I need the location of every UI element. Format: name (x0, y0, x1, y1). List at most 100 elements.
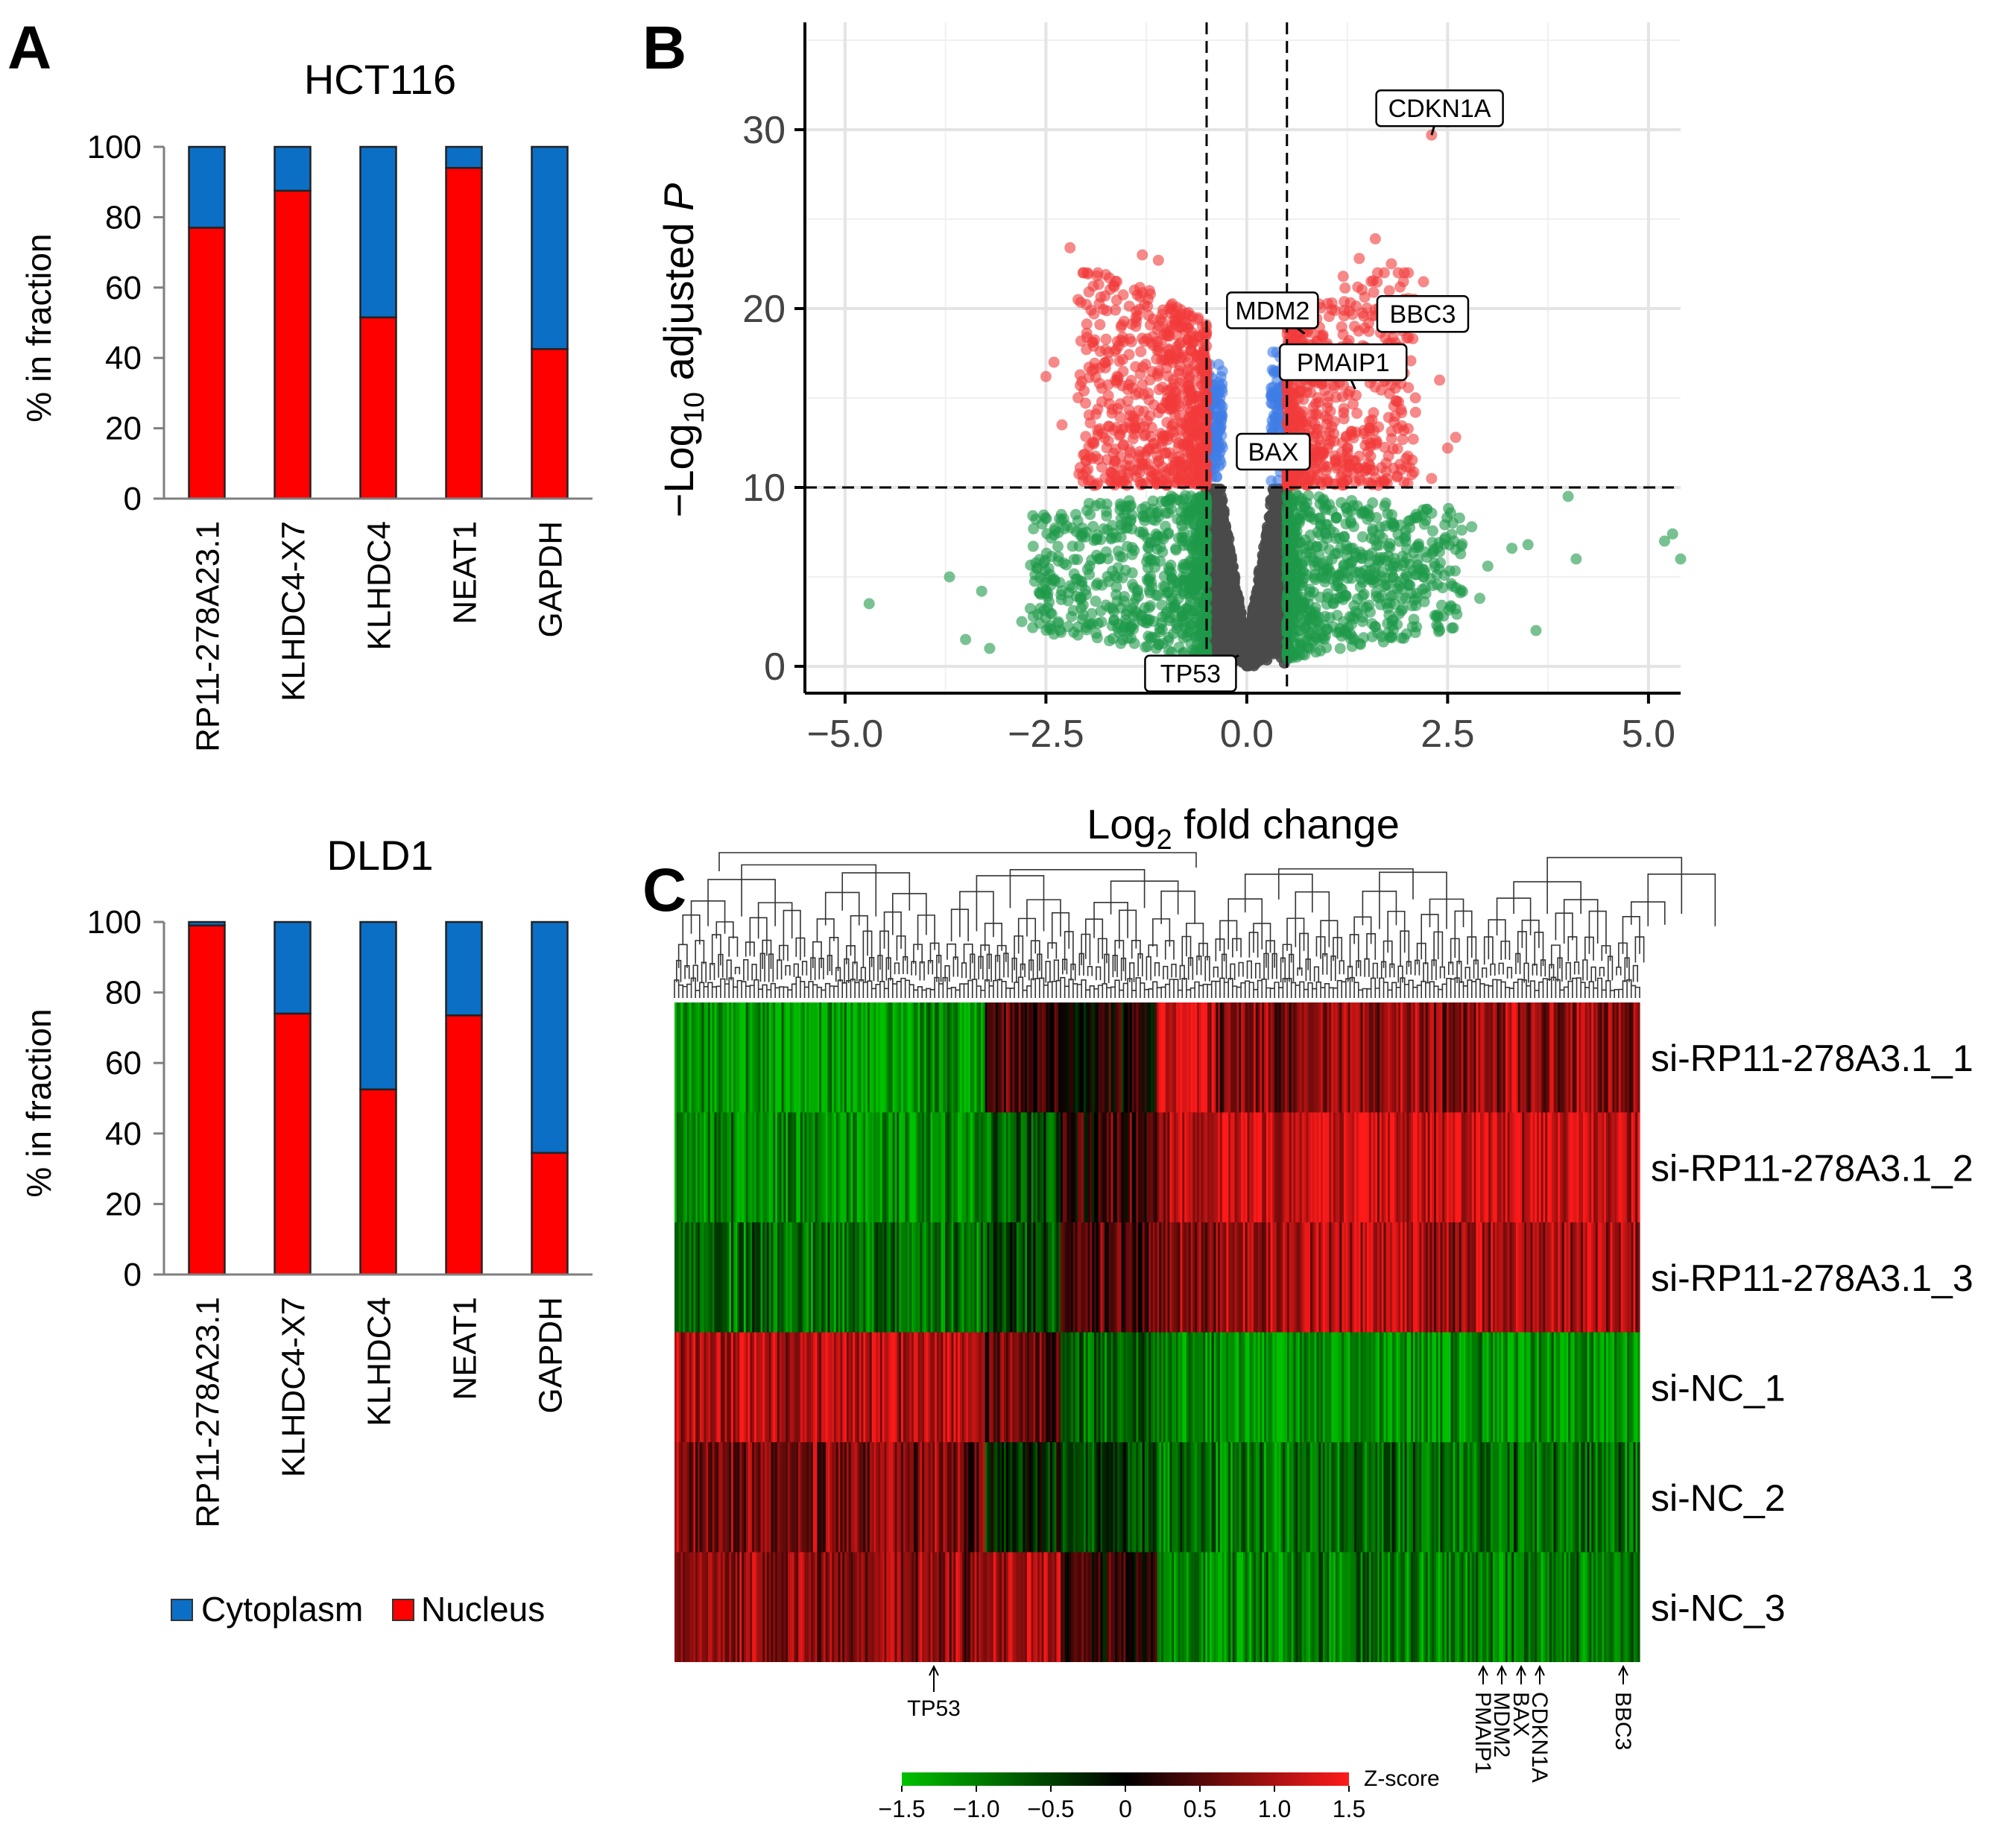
volcano-point (1216, 414, 1227, 426)
volcano-point (1418, 596, 1430, 607)
volcano-point (1362, 504, 1374, 516)
bar-nucleus (359, 1088, 397, 1276)
volcano-point (1413, 538, 1425, 550)
volcano-point (1143, 309, 1154, 321)
volcano-point (1407, 433, 1419, 445)
volcano-point (1039, 572, 1051, 584)
volcano-point (1446, 622, 1458, 634)
volcano-point (1254, 564, 1265, 576)
legend-nucleus-swatch (392, 1599, 414, 1621)
volcano-point (1221, 628, 1233, 640)
dld1-x-labels: RP11-278A23.1 KLHDC4-X7 KLHDC4 NEAT1 GAPDH (190, 1297, 569, 1528)
volcano-point (1172, 584, 1184, 596)
volcano-point (1445, 578, 1457, 590)
volcano-point (1122, 395, 1134, 407)
volcano-point (1336, 583, 1347, 595)
y-tick-label: 40 (105, 340, 142, 376)
volcano-point (1380, 497, 1391, 509)
volcano-point (1199, 578, 1211, 590)
dld1-bars (188, 920, 569, 1276)
volcano-point (1385, 379, 1397, 391)
volcano-point (1246, 635, 1258, 647)
volcano-point (1077, 609, 1089, 621)
volcano-point (1122, 604, 1134, 616)
volcano-point (1158, 570, 1170, 582)
volcano-point (1090, 534, 1102, 546)
volcano-point (1341, 540, 1353, 552)
dld1-y-label: % in fraction (19, 1008, 58, 1197)
volcano-point (1449, 565, 1461, 577)
panel-letter-c: C (642, 856, 686, 924)
volcano-point (1217, 639, 1229, 651)
volcano-point (1156, 623, 1168, 635)
volcano-point (1076, 522, 1088, 534)
volcano-point (1365, 532, 1377, 544)
volcano-point (1351, 593, 1363, 605)
volcano-point (1269, 519, 1281, 531)
volcano-point (1143, 388, 1154, 399)
volcano-point (1334, 642, 1346, 654)
volcano-point (1216, 365, 1228, 377)
volcano-point (1157, 533, 1169, 545)
y-tick-label: 60 (105, 1045, 142, 1081)
y-tick-label: 40 (105, 1116, 142, 1152)
volcano-point (1562, 490, 1574, 502)
volcano-point (1351, 408, 1363, 420)
volcano-point (1294, 514, 1306, 526)
volcano-point (1178, 499, 1189, 511)
volcano-point (1065, 610, 1077, 622)
volcano-point (1137, 510, 1148, 522)
legend-cytoplasm-swatch (171, 1599, 193, 1621)
volcano-point (1380, 555, 1392, 567)
hct116-bars (188, 145, 569, 500)
volcano-point (1354, 581, 1366, 593)
volcano-point (1230, 603, 1242, 615)
volcano-point (1112, 546, 1124, 558)
legend-nucleus-label: Nucleus (421, 1590, 545, 1629)
volcano-point (1311, 624, 1323, 636)
bar-cytoplasm (445, 145, 483, 169)
volcano-point (1388, 624, 1400, 636)
bar-nucleus (188, 924, 226, 1276)
volcano-point (1321, 592, 1333, 604)
volcano-point (1228, 576, 1240, 588)
volcano-point (1270, 537, 1282, 549)
volcano-point (1113, 618, 1125, 630)
legend-cytoplasm-label: Cytoplasm (201, 1590, 363, 1629)
volcano-point (960, 634, 972, 645)
volcano-point (1252, 590, 1264, 602)
bar-cytoplasm (445, 920, 483, 1017)
y-tick-label: 60 (105, 270, 142, 306)
volcano-point (1268, 487, 1280, 499)
volcano-point (976, 585, 988, 597)
volcano-point (1366, 547, 1378, 559)
volcano-point (1385, 426, 1397, 438)
volcano-panel-background (805, 22, 1681, 693)
hct116-title: HCT116 (304, 56, 456, 103)
volcano-point (1151, 642, 1163, 654)
y-tick-label: 20 (105, 411, 142, 447)
volcano-point (1272, 591, 1284, 603)
volcano-point (1090, 596, 1102, 607)
volcano-point (1117, 289, 1129, 301)
volcano-point (1265, 387, 1277, 399)
x-tick-label: RP11-278A23.1 (190, 521, 227, 752)
volcano-point (1456, 524, 1467, 536)
volcano-point (1466, 521, 1478, 533)
volcano-point (1027, 540, 1039, 552)
volcano-point (1283, 524, 1295, 536)
volcano-point (1311, 541, 1323, 553)
volcano-point (1072, 392, 1084, 404)
volcano-point (1215, 516, 1227, 528)
volcano-point (1305, 511, 1317, 523)
volcano-point (1144, 587, 1156, 598)
x-tick-label: NEAT1 (447, 1297, 484, 1400)
volcano-point (1041, 528, 1053, 540)
volcano-point (1506, 543, 1518, 555)
volcano-point (1083, 497, 1095, 509)
volcano-point (1048, 628, 1060, 640)
volcano-point (1126, 567, 1138, 579)
volcano-point (1395, 604, 1407, 616)
x-tick-label: RP11-278A23.1 (190, 1297, 227, 1528)
volcano-point (1383, 411, 1394, 423)
